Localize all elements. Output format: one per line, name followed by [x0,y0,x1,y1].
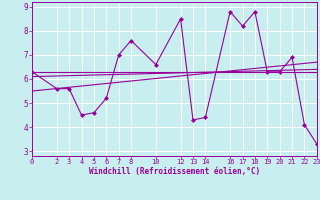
X-axis label: Windchill (Refroidissement éolien,°C): Windchill (Refroidissement éolien,°C) [89,167,260,176]
